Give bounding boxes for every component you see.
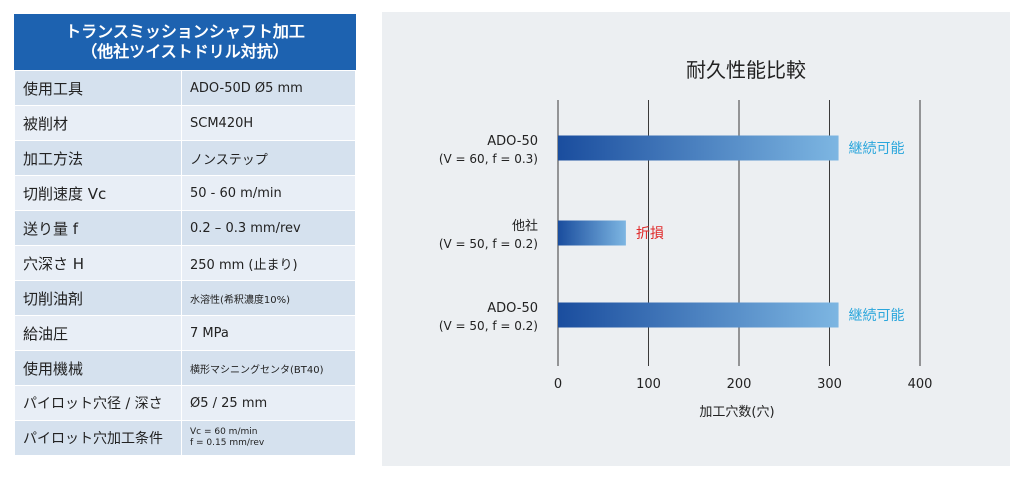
table-row: パイロット穴加工条件 Vc = 60 m/min f = 0.15 mm/rev [14,420,356,456]
spec-table-panel: トランスミッションシャフト加工 （他社ツイストドリル対抗） 使用工具 ADO-50… [14,14,356,466]
row-value: 7 MPa [181,315,356,351]
bar [558,135,839,161]
bar-label: ADO-50 [487,301,538,316]
row-value: SCM420H [181,105,356,141]
row-value: Ø5 / 25 mm [181,385,356,421]
bar-sublabel: (V = 50, f = 0.2) [439,237,538,251]
chart-panel: 耐久性能比較 0 100 200 300 400 ADO-50 (V = 60, f = … [382,12,1010,466]
row-label: 使用工具 [14,70,182,106]
row-value: 0.2 – 0.3 mm/rev [181,210,356,246]
row-value-line1: Vc = 60 m/min [190,427,258,437]
row-value: ADO-50D Ø5 mm [181,70,356,106]
row-value: ノンステップ [181,140,356,176]
bar [558,302,839,328]
row-label: 切削油剤 [14,280,182,316]
bar-label: ADO-50 [487,134,538,149]
row-label: 給油圧 [14,315,182,351]
durability-chart: 耐久性能比較 0 100 200 300 400 ADO-50 (V = 60, f = … [439,58,933,420]
table-title-line1: トランスミッションシャフト加工 [65,22,305,41]
x-axis-label: 加工穴数(穴) [699,405,774,420]
x-tick-label: 200 [727,377,752,392]
table-row: 使用機械 横形マシニングセンタ(BT40) [14,350,356,386]
table-row: 加工方法 ノンステップ [14,140,356,176]
x-tick-label: 0 [554,377,562,392]
table-row: 切削速度 Vc 50 - 60 m/min [14,175,356,211]
row-label: 使用機械 [14,350,182,386]
table-row: 使用工具 ADO-50D Ø5 mm [14,70,356,106]
bar-sublabel: (V = 50, f = 0.2) [439,319,538,333]
bar-annotation: 折損 [636,226,664,242]
row-label: パイロット穴径 / 深さ [14,385,182,421]
bar-annotation: 継続可能 [849,140,905,157]
row-value: 横形マシニングセンタ(BT40) [181,350,356,386]
bar-label: 他社 [512,218,538,234]
row-label: 加工方法 [14,140,182,176]
row-label: 送り量 f [14,210,182,246]
table-row: 送り量 f 0.2 – 0.3 mm/rev [14,210,356,246]
row-label: パイロット穴加工条件 [14,420,182,456]
x-tick-label: 300 [817,377,842,392]
x-tick-label: 100 [636,377,661,392]
bar-annotation: 継続可能 [849,307,905,324]
x-tick-label: 400 [908,377,933,392]
table-title: トランスミッションシャフト加工 （他社ツイストドリル対抗） [14,14,356,70]
row-label: 被削材 [14,105,182,141]
table-row: 給油圧 7 MPa [14,315,356,351]
table-row: 切削油剤 水溶性(希釈濃度10%) [14,280,356,316]
table-row: パイロット穴径 / 深さ Ø5 / 25 mm [14,385,356,421]
bar [558,220,626,246]
spec-table: 使用工具 ADO-50D Ø5 mm 被削材 SCM420H 加工方法 ノンステップ … [14,70,356,456]
bar-sublabel: (V = 60, f = 0.3) [439,152,538,166]
chart-title: 耐久性能比較 [686,58,806,82]
row-value: 水溶性(希釈濃度10%) [181,280,356,316]
table-row: 穴深さ H 250 mm (止まり) [14,245,356,281]
row-label: 切削速度 Vc [14,175,182,211]
table-row: 被削材 SCM420H [14,105,356,141]
row-value-line2: f = 0.15 mm/rev [190,438,265,448]
row-label: 穴深さ H [14,245,182,281]
row-value: Vc = 60 m/min f = 0.15 mm/rev [181,420,356,456]
row-value: 250 mm (止まり) [181,245,356,281]
row-value: 50 - 60 m/min [181,175,356,211]
table-title-line2: （他社ツイストドリル対抗） [81,42,289,61]
